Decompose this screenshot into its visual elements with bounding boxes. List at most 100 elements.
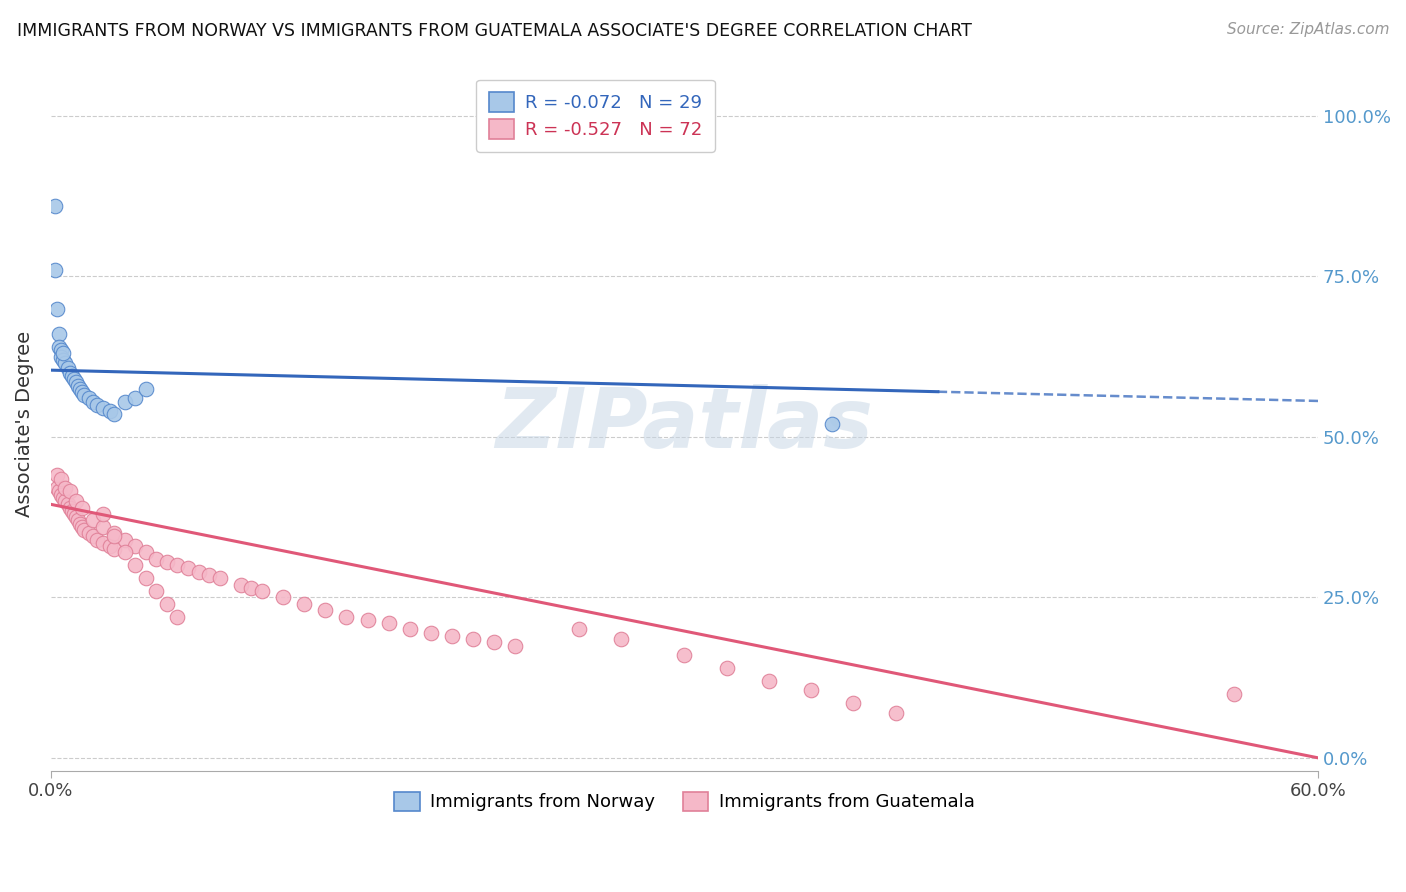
Point [82,513,104,527]
Text: Source: ZipAtlas.com: Source: ZipAtlas.com [1226,22,1389,37]
Point [240,581,263,595]
Point [156,555,179,569]
Point [610,632,633,646]
Point [44,263,66,277]
Point [51,488,73,502]
Point [55,494,77,508]
Point [1222,687,1244,701]
Point [114,545,136,559]
Point [46,468,69,483]
Point [505,639,527,653]
Point [86,398,108,412]
Point [67,513,90,527]
Point [356,613,378,627]
Point [208,571,231,585]
Point [52,491,75,505]
Point [51,472,73,486]
Point [419,625,441,640]
Point [56,360,79,375]
Point [48,340,70,354]
Point [44,199,66,213]
Point [145,584,167,599]
Point [72,520,94,534]
Point [73,523,96,537]
Point [65,494,87,508]
Point [229,577,252,591]
Point [48,484,70,499]
Point [69,516,91,531]
Point [103,408,125,422]
Point [800,683,823,698]
Point [65,510,87,524]
Point [98,539,121,553]
Point [124,558,146,573]
Point [56,497,79,511]
Point [69,382,91,396]
Text: ZIPatlas: ZIPatlas [495,384,873,465]
Point [314,603,336,617]
Point [166,558,188,573]
Point [93,401,115,415]
Point [51,343,73,358]
Point [77,392,100,406]
Point [103,529,125,543]
Point [377,615,399,630]
Point [166,609,188,624]
Point [114,533,136,547]
Point [135,382,157,396]
Point [59,366,82,380]
Point [82,394,104,409]
Point [441,629,464,643]
Point [884,706,907,720]
Point [124,392,146,406]
Legend: Immigrants from Norway, Immigrants from Guatemala: Immigrants from Norway, Immigrants from … [381,779,987,824]
Point [103,542,125,557]
Point [568,623,591,637]
Point [135,545,157,559]
Point [98,404,121,418]
Point [484,635,506,649]
Point [72,384,94,399]
Point [673,648,696,662]
Point [187,565,209,579]
Point [52,346,75,360]
Point [463,632,485,646]
Point [271,591,294,605]
Point [65,376,87,390]
Point [48,327,70,342]
Point [292,597,315,611]
Point [63,507,86,521]
Point [82,529,104,543]
Point [145,552,167,566]
Point [156,597,179,611]
Point [63,372,86,386]
Point [77,526,100,541]
Point [59,500,82,515]
Point [55,356,77,370]
Point [51,350,73,364]
Point [198,568,221,582]
Point [758,673,780,688]
Point [59,484,82,499]
Point [67,378,90,392]
Point [114,394,136,409]
Point [46,481,69,495]
Point [93,507,115,521]
Point [124,539,146,553]
Text: IMMIGRANTS FROM NORWAY VS IMMIGRANTS FROM GUATEMALA ASSOCIATE'S DEGREE CORRELATI: IMMIGRANTS FROM NORWAY VS IMMIGRANTS FRO… [17,22,972,40]
Point [250,584,273,599]
Point [821,417,844,431]
Point [60,504,83,518]
Point [398,623,420,637]
Y-axis label: Associate's Degree: Associate's Degree [15,331,34,517]
Point [86,533,108,547]
Point [72,500,94,515]
Point [135,571,157,585]
Point [73,388,96,402]
Point [60,368,83,383]
Point [103,526,125,541]
Point [842,696,865,710]
Point [46,301,69,316]
Point [55,481,77,495]
Point [93,536,115,550]
